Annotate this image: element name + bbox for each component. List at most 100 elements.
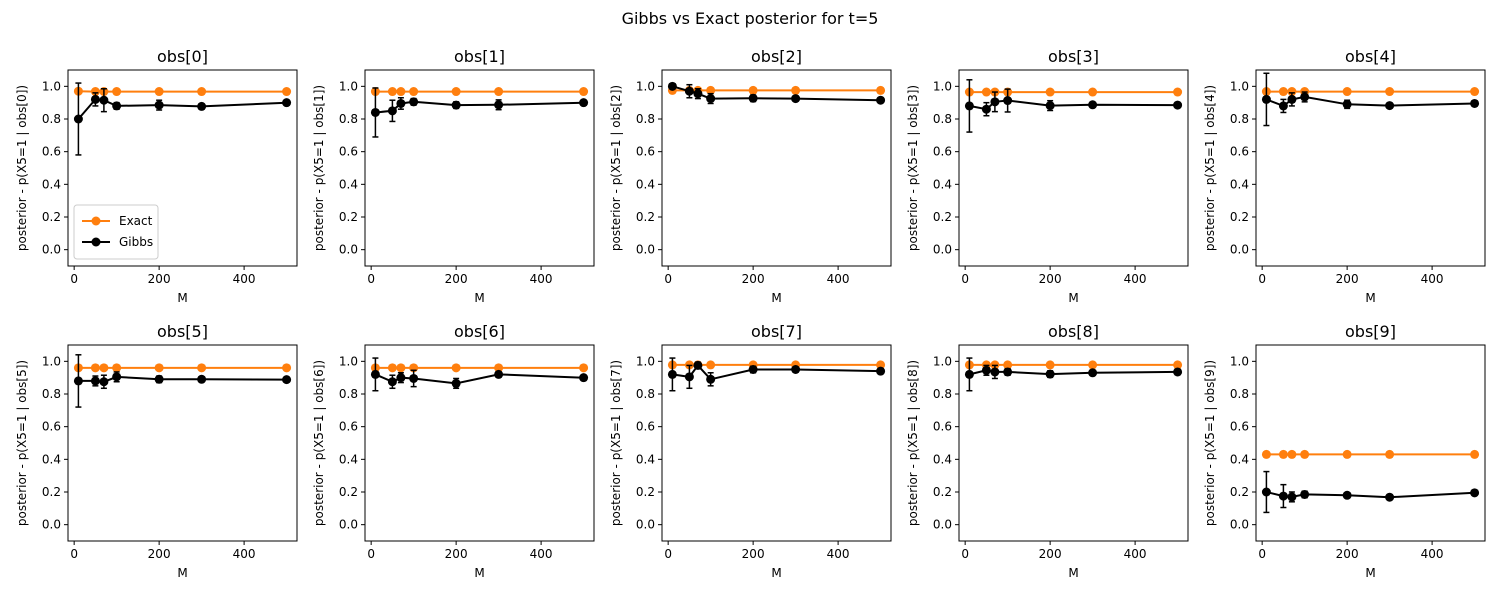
subplot: obs[6] 0 200 400 0.0 0.2 0.4 0.6 0.8 1.0 Mposterio… [312,322,595,580]
x-axis-label: M [177,566,187,580]
axes-frame [1255,69,1486,267]
gibbs-point [387,106,397,116]
y-tick-label: 0.0 [339,243,358,257]
x-tick-label: 200 [742,547,765,561]
y-tick-label: 0.2 [1230,210,1249,224]
gibbs-series-line [78,375,287,383]
exact-point [1287,87,1297,97]
y-tick-label: 1.0 [933,79,952,93]
gibbs-point [1342,490,1352,500]
x-tick-label: 200 [1336,272,1359,286]
x-tick-label: 0 [367,272,375,286]
legend-marker-exact [91,216,101,226]
gibbs-point [1287,94,1297,104]
y-tick-label: 0.6 [636,420,655,434]
exact-point [409,87,419,97]
y-tick-label: 0.4 [339,452,358,466]
x-tick-label: 400 [530,547,553,561]
axes-frame [661,69,892,267]
x-tick-label: 0 [1258,272,1266,286]
y-tick-label: 0.4 [1230,177,1249,191]
x-axis-label: M [474,291,484,305]
y-tick-label: 0.4 [933,177,952,191]
x-tick-label: 200 [148,547,171,561]
subplot: obs[9] 0 200 400 0.0 0.2 0.4 0.6 0.8 1.0 Mposterio… [1203,322,1486,580]
y-tick-label: 0.8 [933,112,952,126]
subplot: obs[1] 0 200 400 0.0 0.2 0.4 0.6 0.8 1.0 Mposterio… [312,47,595,305]
exact-point [579,363,589,373]
x-axis-label: M [771,566,781,580]
subplot-title: obs[7] [751,322,802,341]
y-tick-label: 0.8 [1230,387,1249,401]
exact-point [876,85,886,95]
exact-point [387,87,397,97]
gibbs-point [387,377,397,387]
x-tick-label: 200 [1039,547,1062,561]
axes-frame [67,344,298,542]
gibbs-point [90,94,100,104]
y-tick-label: 0.6 [933,145,952,159]
y-axis-label: posterior - p(X5=1 | obs[4]) [1203,85,1217,251]
y-tick-label: 0.8 [1230,112,1249,126]
exact-point [706,360,716,370]
y-tick-label: 1.0 [42,79,61,93]
y-axis-label: posterior - p(X5=1 | obs[3]) [906,85,920,251]
exact-point [1385,449,1395,459]
y-axis-label: posterior - p(X5=1 | obs[8]) [906,360,920,526]
x-tick-label: 400 [827,547,850,561]
gibbs-point [154,100,164,110]
exact-point [579,87,589,97]
exact-point [99,363,109,373]
gibbs-point [1261,487,1271,497]
exact-point [1300,449,1310,459]
exact-point [396,363,406,373]
gibbs-point [748,365,758,374]
y-tick-label: 1.0 [339,79,358,93]
legend-label-gibbs: Gibbs [119,235,153,249]
gibbs-point [1003,96,1013,106]
y-tick-label: 0.4 [42,177,61,191]
gibbs-point [494,100,504,110]
gibbs-point [197,374,207,384]
gibbs-point [112,101,122,111]
gibbs-point [73,114,83,124]
y-tick-label: 0.8 [339,387,358,401]
gibbs-point [1003,367,1013,377]
y-tick-label: 0.0 [636,518,655,532]
exact-point [1173,360,1183,370]
gibbs-point [579,373,589,383]
y-tick-label: 0.2 [636,210,655,224]
gibbs-point [370,107,380,117]
subplot-title: obs[6] [454,322,505,341]
subplot: obs[2] 0 200 400 0.0 0.2 0.4 0.6 0.8 1.0 Mposterio… [609,47,892,305]
gibbs-point [667,81,677,91]
gibbs-point [197,101,207,111]
gibbs-point [1385,101,1395,111]
y-tick-label: 0.2 [339,210,358,224]
y-tick-label: 0.4 [42,452,61,466]
y-tick-label: 0.2 [42,485,61,499]
exact-point [282,363,292,373]
x-tick-label: 0 [70,272,78,286]
gibbs-point [1278,491,1288,501]
gibbs-point [693,89,703,99]
gibbs-point [451,378,461,388]
exact-point [1045,87,1055,97]
gibbs-point [1088,100,1098,110]
y-tick-label: 0.6 [42,145,61,159]
exact-point [1342,449,1352,459]
gibbs-point [684,86,694,96]
gibbs-series-line [375,373,584,385]
exact-point [197,363,207,373]
gibbs-point [451,100,461,110]
y-tick-label: 0.0 [636,243,655,257]
y-tick-label: 0.8 [636,112,655,126]
axes-frame [364,344,595,542]
exact-point [112,87,122,97]
y-tick-label: 0.6 [933,420,952,434]
x-tick-label: 400 [530,272,553,286]
axes-frame [958,344,1189,542]
x-tick-label: 400 [233,272,256,286]
subplot: obs[7] 0 200 400 0.0 0.2 0.4 0.6 0.8 1.0 Mposterio… [609,322,892,580]
